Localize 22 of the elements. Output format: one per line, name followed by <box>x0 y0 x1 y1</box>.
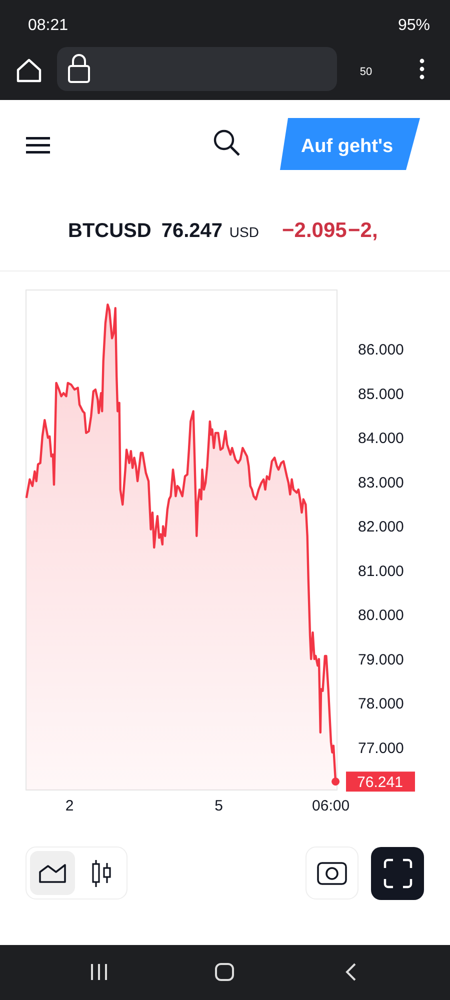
text: −2, <box>348 219 378 242</box>
y-tick-label: 77.000 <box>358 740 404 757</box>
text: Auf geht's <box>300 136 394 157</box>
x-tick-label: 5 <box>214 798 223 815</box>
y-tick-label: 79.000 <box>358 651 404 668</box>
y-tick-label: 86.000 <box>358 342 404 359</box>
y-tick-label: 78.000 <box>358 696 404 713</box>
y-tick-label: 82.000 <box>358 518 404 536</box>
y-tick-label: 84.000 <box>358 430 404 448</box>
x-tick-label: 06:00 <box>312 798 350 815</box>
y-tick-label: 83.000 <box>358 474 404 492</box>
chart-title: BTCUSD <box>68 220 152 242</box>
y-tick-label: 80.000 <box>358 607 404 624</box>
text: 50 <box>360 66 372 78</box>
chart-subtitle: 76.247 USD <box>161 220 259 242</box>
annotation: 76.241 <box>357 774 403 792</box>
y-tick-label: 81.000 <box>358 562 404 580</box>
x-tick-label: 2 <box>65 798 74 815</box>
text: −2.095 <box>282 219 348 242</box>
text: 08:21 <box>28 17 68 34</box>
y-tick-label: 85.000 <box>358 386 404 403</box>
text: 95% <box>398 17 430 34</box>
